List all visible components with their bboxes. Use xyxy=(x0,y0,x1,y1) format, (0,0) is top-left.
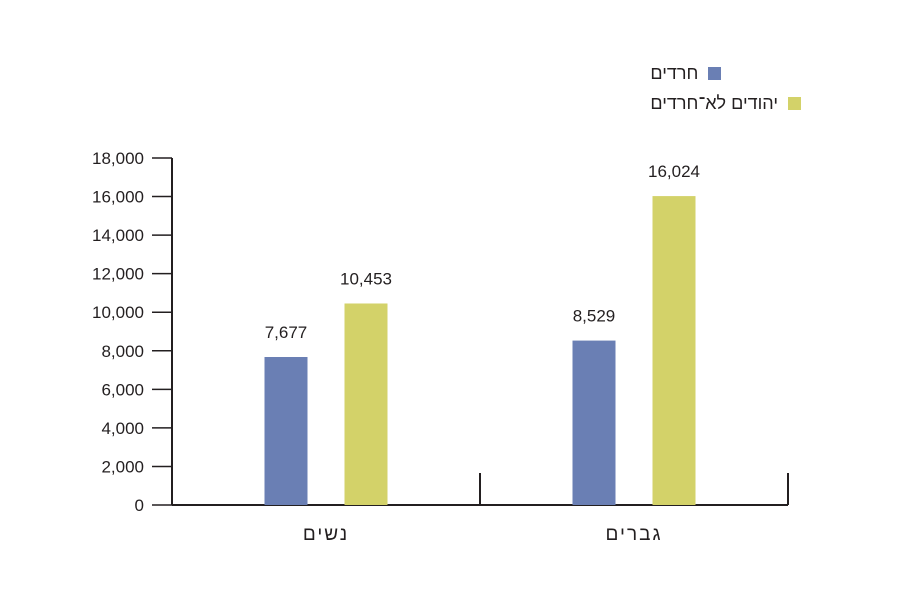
y-tick-label: 18,000 xyxy=(92,149,144,168)
y-tick-label: 12,000 xyxy=(92,265,144,284)
y-tick-label: 10,000 xyxy=(92,303,144,322)
bars xyxy=(264,196,696,505)
bar xyxy=(572,340,616,505)
x-category-label: נשים xyxy=(303,524,349,545)
labels: 7,677 10,453 נשים 8,529 16,024 גברים xyxy=(265,162,700,545)
y-tick-label: 14,000 xyxy=(92,226,144,245)
bar xyxy=(344,303,388,505)
data-label: 8,529 xyxy=(573,307,616,326)
legend-item-haredim: חרדים xyxy=(650,58,801,88)
y-tick-label: 2,000 xyxy=(101,457,144,476)
legend-item-non-haredi-jews: יהודים לא־חרדים xyxy=(650,88,801,118)
y-tick-label: 8,000 xyxy=(101,342,144,361)
legend-swatch-non-haredi-jews xyxy=(788,96,801,110)
legend-label-haredim: חרדים xyxy=(650,62,699,83)
y-tick-label: 6,000 xyxy=(101,380,144,399)
data-label: 7,677 xyxy=(265,323,308,342)
y-tick-label: 0 xyxy=(135,496,144,515)
data-label: 10,453 xyxy=(340,269,392,288)
axes: 0 2,000 4,000 6,000 8,000 10,000 12,000 14,000 1… xyxy=(92,149,789,515)
legend-label-non-haredi-jews: יהודים לא־חרדים xyxy=(650,92,778,113)
y-tick-label: 16,000 xyxy=(92,188,144,207)
bar xyxy=(652,196,696,505)
legend-swatch-haredim xyxy=(708,66,722,80)
x-category-label: גברים xyxy=(606,524,663,545)
bar xyxy=(264,357,308,505)
y-tick-label: 4,000 xyxy=(101,419,144,438)
data-label: 16,024 xyxy=(648,162,700,181)
legend: חרדים יהודים לא־חרדים xyxy=(650,58,801,118)
